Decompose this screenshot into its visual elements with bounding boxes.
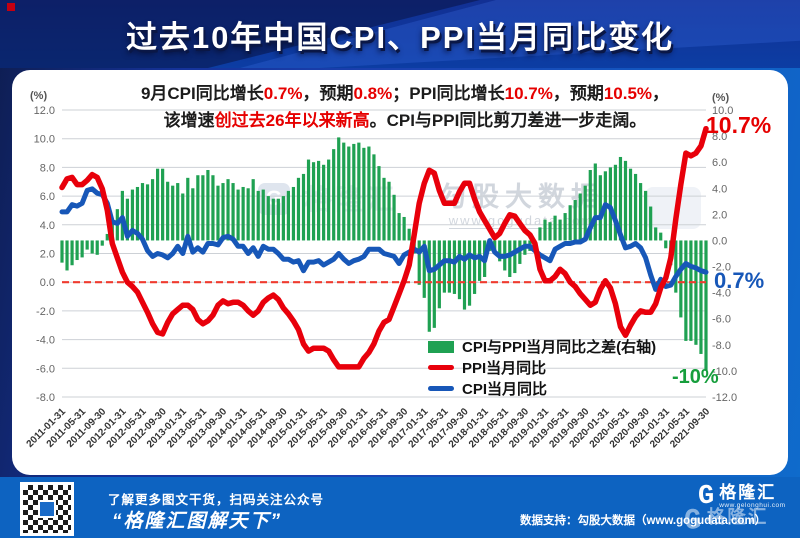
legend-item-diff: CPI与PPI当月同比之差(右轴) [428, 336, 656, 357]
gelonghui-logo-text: 格隆汇 [719, 483, 777, 502]
subtitle-line2: 该增速创过去26年以来新高。CPI与PPI同比剪刀差进一步走阔。 [80, 107, 730, 134]
annotation-diff-latest: -10% [672, 366, 719, 388]
legend-cpi-line-swatch [428, 386, 454, 391]
legend-ppi-label: PPI当月同比 [462, 360, 547, 377]
footer-caption-line1: 了解更多图文干货，扫码关注公众号 [108, 493, 325, 507]
data-support-credit: 数据支持：勾股大数据（www.gogudata.com） [520, 515, 767, 527]
page-title: 过去10年中国CPI、PPI当月同比变化 [125, 19, 675, 55]
legend-diff-bar-swatch [428, 340, 454, 353]
watermark-center: 勾股大数据 www.gogudata.com [439, 183, 604, 229]
subtitle-segment: 0.7% [263, 84, 303, 103]
legend-ppi-line-swatch [428, 365, 454, 370]
qr-center-logo [38, 500, 56, 518]
chart-subtitle: 9月CPI同比增长0.7%，预期0.8%；PPI同比增长10.7%，预期10.5… [80, 80, 730, 134]
gelonghui-logo-icon: G [698, 482, 715, 512]
subtitle-line1: 9月CPI同比增长0.7%，预期0.8%；PPI同比增长10.7%，预期10.5… [80, 80, 730, 107]
watermark-secondary-box [645, 187, 701, 229]
banner-corner-mark [7, 3, 15, 11]
watermark: G 格隆汇 勾股大数据 www.gogudata.com [258, 183, 604, 229]
annotation-ppi-latest: 10.7% [706, 112, 772, 138]
qr-code [20, 482, 74, 536]
footer-bar: 了解更多图文干货，扫码关注公众号 “格隆汇图解天下” 数据支持：勾股大数据（ww… [0, 477, 800, 538]
subtitle-segment: 10.5% [603, 84, 653, 103]
subtitle-segment: 创过去26年以来新高 [214, 111, 370, 130]
gelonghui-logo: G 格隆汇 www.gelonghui.com [698, 482, 786, 512]
legend-item-ppi: PPI当月同比 [428, 357, 656, 378]
subtitle-segment: ，预期 [552, 84, 604, 103]
watermark-logo-icon: G [258, 183, 290, 215]
gelonghui-logo-url: www.gelonghui.com [719, 502, 786, 509]
subtitle-segment: ， [652, 84, 670, 103]
subtitle-segment: 。CPI与PPI同比剪刀差进一步走阔。 [369, 111, 647, 130]
subtitle-segment: 0.8% [353, 84, 393, 103]
left-axis-unit: (%) [30, 90, 48, 102]
title-banner: 过去10年中国CPI、PPI当月同比变化 [0, 0, 800, 68]
subtitle-segment: ，预期 [302, 84, 354, 103]
subtitle-segment: ；PPI同比增长 [392, 84, 505, 103]
gelonghui-logo-ghost: G 格隆汇 [684, 505, 769, 538]
watermark-url-text: www.gogudata.com [448, 213, 595, 229]
legend-cpi-label: CPI当月同比 [462, 381, 548, 398]
subtitle-segment: 该增速 [163, 111, 215, 130]
right-axis-unit: (%) [712, 92, 730, 104]
subtitle-segment: 10.7% [504, 84, 553, 103]
watermark-gogu-text: 勾股大数据 [439, 182, 605, 212]
legend-item-cpi: CPI当月同比 [428, 378, 656, 399]
footer-caption-line2: “格隆汇图解天下” [112, 511, 283, 532]
watermark-brand-text: 格隆汇 [304, 184, 398, 215]
qr-pattern [23, 485, 71, 533]
legend-diff-label: CPI与PPI当月同比之差(右轴) [462, 339, 657, 356]
annotation-cpi-latest: 0.7% [714, 268, 765, 293]
subtitle-segment: 9月CPI同比增长 [140, 84, 264, 103]
chart-legend: CPI与PPI当月同比之差(右轴) PPI当月同比 CPI当月同比 [428, 336, 656, 399]
